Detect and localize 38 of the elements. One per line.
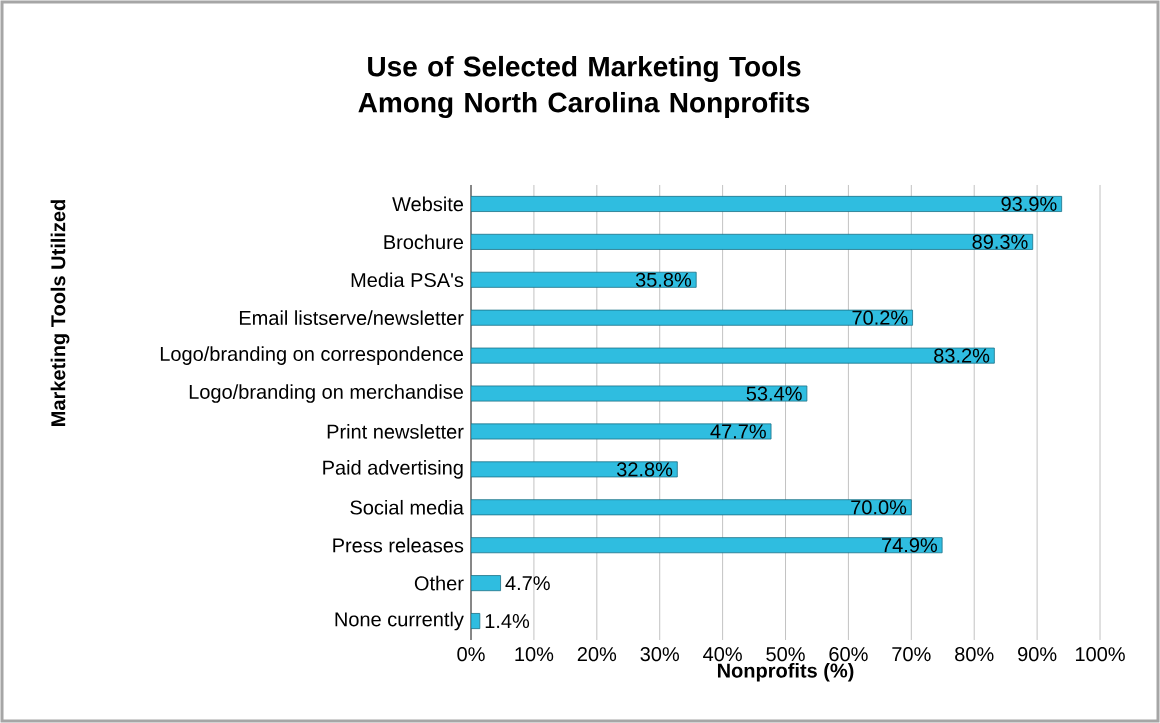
x-tick-label: 0%: [457, 647, 485, 662]
y-tick-label: Logo/branding on merchandise: [189, 384, 463, 403]
data-label: 35.8%: [635, 272, 692, 287]
y-tick-label: Social media: [350, 499, 464, 515]
x-tick-label: 100%: [1075, 647, 1125, 662]
x-tick-label: 60%: [829, 647, 868, 662]
y-tick-label: Press releases: [333, 537, 464, 553]
y-axis-title: Marketing Tools Utilized: [50, 200, 70, 426]
data-label: 93.9%: [1001, 196, 1057, 212]
data-label: 70.2%: [852, 310, 908, 325]
y-tick-label: Logo/branding on correspondence: [160, 346, 463, 365]
x-tick-label: 70%: [892, 647, 931, 662]
data-label: 74.9%: [882, 538, 938, 553]
y-tick-label: Brochure: [384, 234, 464, 250]
data-label: 32.8%: [616, 462, 673, 477]
y-tick-label: Other: [414, 575, 464, 591]
chart-title: Use of Selected Marketing Tools Among North Carolina Nonprofits: [358, 55, 810, 119]
y-tick-label: Website: [392, 196, 464, 212]
x-tick-label: 80%: [955, 647, 994, 662]
x-tick-label: 90%: [1018, 647, 1057, 662]
y-tick-label: Email listserve/newsletter: [239, 310, 464, 326]
data-label: 53.4%: [746, 386, 802, 401]
data-label: 70.0%: [851, 500, 907, 515]
y-tick-label: None currently: [335, 611, 464, 631]
data-label: 83.2%: [934, 348, 990, 363]
data-label: 4.7%: [505, 576, 550, 591]
x-axis-title: Nonprofits (%): [717, 662, 854, 682]
y-tick-label: Media PSA's: [351, 272, 464, 288]
x-tick-label: 50%: [766, 647, 805, 662]
x-tick-label: 40%: [703, 647, 742, 662]
data-label: 47.7%: [710, 424, 766, 439]
x-tick-label: 20%: [577, 647, 617, 662]
y-tick-label: Paid advertising: [323, 460, 463, 479]
x-tick-label: 10%: [515, 647, 554, 662]
x-tick-label: 30%: [640, 647, 679, 662]
data-label: 89.3%: [972, 234, 1028, 249]
data-label: 1.4%: [485, 614, 530, 629]
y-tick-label: Print newsletter: [327, 424, 464, 439]
